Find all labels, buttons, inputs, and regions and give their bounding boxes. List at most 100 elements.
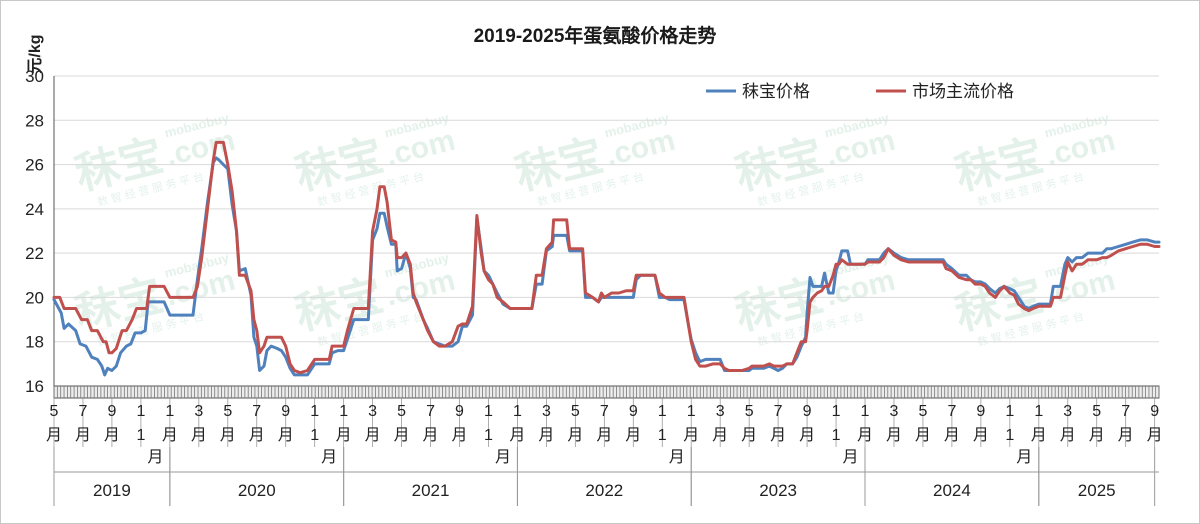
x-month-label: 月 xyxy=(249,427,265,444)
x-month-label: 5 xyxy=(397,403,406,420)
x-month-label: 月 xyxy=(1031,427,1047,444)
x-month-label: 1 xyxy=(310,427,319,444)
x-month-label: 月 xyxy=(336,427,352,444)
x-month-label: 1 xyxy=(136,427,145,444)
x-month-label: 月 xyxy=(278,427,294,444)
x-month-label: 月 xyxy=(915,427,931,444)
legend: 秣宝价格 市场主流价格 xyxy=(706,82,1014,101)
x-month-label: 月 xyxy=(321,449,337,466)
x-month-label: 1 xyxy=(832,403,841,420)
x-month-label: 1 xyxy=(832,427,841,444)
x-month-label: 月 xyxy=(669,449,685,466)
x-month-label: 月 xyxy=(538,427,554,444)
x-month-label: 5 xyxy=(571,403,580,420)
x-month-label: 月 xyxy=(567,427,583,444)
x-month-label: 9 xyxy=(281,403,290,420)
y-tick-label: 16 xyxy=(25,377,44,396)
x-month-label: 5 xyxy=(918,403,927,420)
x-month-label: 1 xyxy=(1034,403,1043,420)
x-month-label: 月 xyxy=(423,427,439,444)
x-month-label: 7 xyxy=(947,403,956,420)
y-tick-label: 30 xyxy=(25,67,44,86)
x-month-label: 7 xyxy=(426,403,435,420)
x-month-label: 月 xyxy=(394,427,410,444)
x-year-label: 2022 xyxy=(585,481,623,500)
y-tick-label: 28 xyxy=(25,111,44,130)
x-month-label: 月 xyxy=(857,427,873,444)
x-month-label: 月 xyxy=(973,427,989,444)
x-month-label: 月 xyxy=(75,427,91,444)
x-month-label: 7 xyxy=(600,403,609,420)
x-month-label: 月 xyxy=(886,427,902,444)
x-month-label: 1 xyxy=(861,403,870,420)
x-year-label: 2020 xyxy=(238,481,276,500)
x-month-label: 7 xyxy=(1121,403,1130,420)
x-month-label: 月 xyxy=(944,427,960,444)
x-month-label: 9 xyxy=(107,403,116,420)
x-month-label: 3 xyxy=(1063,403,1072,420)
x-month-label: 月 xyxy=(104,427,120,444)
x-month-label: 5 xyxy=(223,403,232,420)
x-month-label: 月 xyxy=(596,427,612,444)
x-year-label: 2025 xyxy=(1078,481,1116,500)
x-month-label: 3 xyxy=(194,403,203,420)
x-month-label: 月 xyxy=(799,427,815,444)
x-month-label: 月 xyxy=(451,427,467,444)
series-layer xyxy=(52,140,1161,377)
x-month-label: 1 xyxy=(136,403,145,420)
chart-title: 2019-2025年蛋氨酸价格走势 xyxy=(474,24,717,47)
x-month-label: 1 xyxy=(687,403,696,420)
x-month-label: 月 xyxy=(1118,427,1134,444)
x-month-label: 月 xyxy=(495,449,511,466)
x-month-label: 月 xyxy=(1089,427,1105,444)
y-axis-unit: 元/kg xyxy=(27,34,44,73)
x-month-label: 1 xyxy=(513,403,522,420)
x-month-label: 月 xyxy=(1147,427,1163,444)
x-month-label: 月 xyxy=(147,449,163,466)
x-month-label: 7 xyxy=(774,403,783,420)
x-month-label: 1 xyxy=(484,403,493,420)
x-month-label: 1 xyxy=(165,403,174,420)
y-tick-label: 24 xyxy=(25,200,44,219)
y-tick-label: 26 xyxy=(25,156,44,175)
x-month-label: 月 xyxy=(162,427,178,444)
x-month-label: 月 xyxy=(843,449,859,466)
x-month-label: 3 xyxy=(890,403,899,420)
x-month-label: 月 xyxy=(365,427,381,444)
series-line-market xyxy=(52,140,1161,375)
x-month-label: 月 xyxy=(1016,449,1032,466)
x-month-label: 1 xyxy=(310,403,319,420)
y-tick-label: 20 xyxy=(25,288,44,307)
x-month-label: 月 xyxy=(191,427,207,444)
x-month-label: 9 xyxy=(629,403,638,420)
legend-label-mobao: 秣宝价格 xyxy=(742,82,810,101)
x-month-label: 5 xyxy=(50,403,59,420)
x-month-label: 月 xyxy=(509,427,525,444)
axis-layer: 16182022242628305月7月9月11月1月3月5月7月9月11月1月… xyxy=(25,67,1163,506)
x-month-label: 1 xyxy=(658,427,667,444)
x-year-label: 2023 xyxy=(759,481,797,500)
x-month-label: 9 xyxy=(1150,403,1159,420)
x-month-label: 1 xyxy=(1005,403,1014,420)
x-month-label: 3 xyxy=(368,403,377,420)
x-month-label: 9 xyxy=(803,403,812,420)
x-month-label: 月 xyxy=(625,427,641,444)
x-year-label: 2021 xyxy=(412,481,450,500)
x-month-label: 9 xyxy=(976,403,985,420)
x-month-label: 3 xyxy=(542,403,551,420)
x-month-label: 月 xyxy=(46,427,62,444)
x-month-label: 3 xyxy=(716,403,725,420)
legend-label-market: 市场主流价格 xyxy=(912,82,1014,101)
x-month-label: 7 xyxy=(252,403,261,420)
x-month-label: 7 xyxy=(79,403,88,420)
x-month-label: 月 xyxy=(741,427,757,444)
x-month-label: 月 xyxy=(683,427,699,444)
x-month-label: 1 xyxy=(484,427,493,444)
